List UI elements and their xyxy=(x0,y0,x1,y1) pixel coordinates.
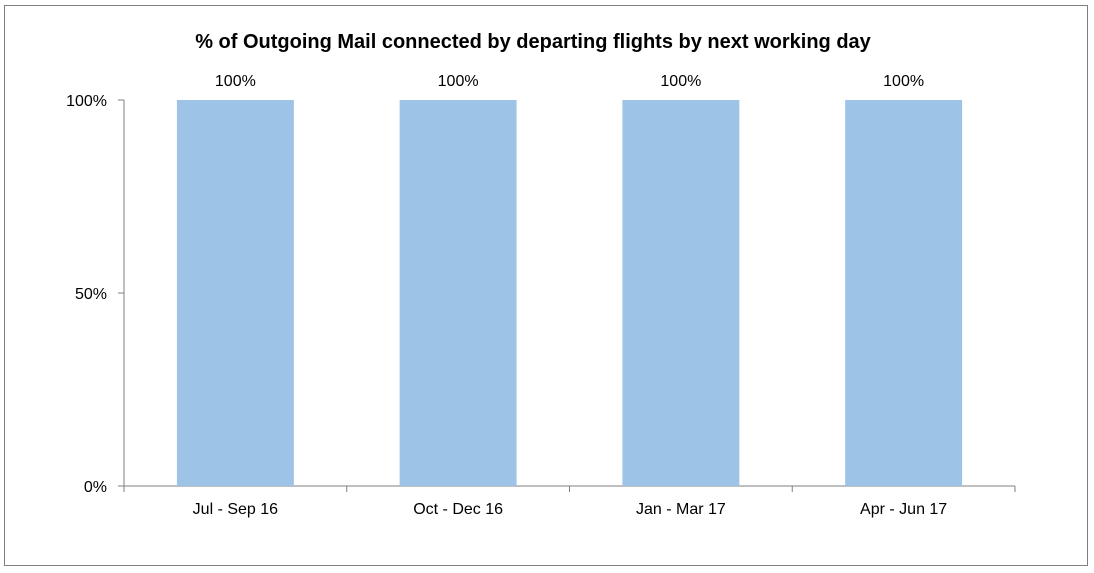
bars xyxy=(176,100,963,486)
y-tick-label: 0% xyxy=(84,479,107,496)
x-tick-label: Jan - Mar 17 xyxy=(636,501,726,518)
bar xyxy=(399,100,517,486)
x-tick-label: Jul - Sep 16 xyxy=(193,501,278,518)
bar-value-label: 100% xyxy=(660,73,701,90)
y-axis: 0% 50% 100% xyxy=(66,93,125,496)
bar-value-label: 100% xyxy=(215,73,256,90)
chart-title: % of Outgoing Mail connected by departin… xyxy=(195,31,871,53)
bar-value-label: 100% xyxy=(883,73,924,90)
bar-value-label: 100% xyxy=(438,73,479,90)
x-tick-label: Apr - Jun 17 xyxy=(860,501,947,518)
x-axis: Jul - Sep 16 Oct - Dec 16 Jan - Mar 17 Apr … xyxy=(123,485,1016,518)
bar xyxy=(176,100,294,486)
bar xyxy=(845,100,963,486)
bar xyxy=(622,100,740,486)
x-tick-label: Oct - Dec 16 xyxy=(413,501,503,518)
y-tick-label: 100% xyxy=(66,93,107,110)
data-labels: 100% 100% 100% 100% xyxy=(215,73,924,90)
y-tick-label: 50% xyxy=(75,286,107,303)
